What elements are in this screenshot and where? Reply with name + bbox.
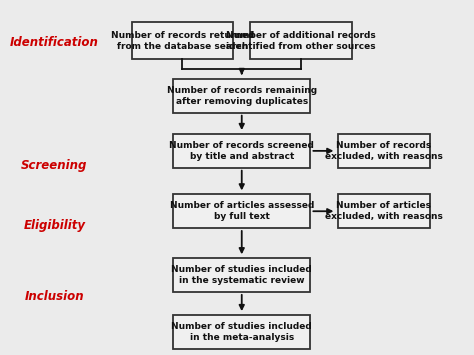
FancyBboxPatch shape <box>173 79 310 113</box>
FancyBboxPatch shape <box>337 134 430 168</box>
Text: Number of articles assessed
by full text: Number of articles assessed by full text <box>170 201 314 222</box>
Text: Number of studies included
in the systematic review: Number of studies included in the system… <box>172 265 312 285</box>
Text: Number of records returned
from the database search: Number of records returned from the data… <box>111 31 254 51</box>
Text: Screening: Screening <box>21 159 88 171</box>
Text: Eligibility: Eligibility <box>24 219 85 232</box>
FancyBboxPatch shape <box>173 258 310 292</box>
Text: Number of studies included
in the meta-analysis: Number of studies included in the meta-a… <box>172 322 312 342</box>
FancyBboxPatch shape <box>250 22 352 59</box>
Text: Identification: Identification <box>10 36 99 49</box>
Text: Number of records screened
by title and abstract: Number of records screened by title and … <box>169 141 314 161</box>
FancyBboxPatch shape <box>132 22 233 59</box>
Text: Number of records
excluded, with reasons: Number of records excluded, with reasons <box>325 141 443 161</box>
FancyBboxPatch shape <box>337 194 430 228</box>
FancyBboxPatch shape <box>173 134 310 168</box>
Text: Inclusion: Inclusion <box>25 290 84 303</box>
FancyBboxPatch shape <box>173 194 310 228</box>
Text: Number of articles
excluded, with reasons: Number of articles excluded, with reason… <box>325 201 443 222</box>
Text: Number of records remaining
after removing duplicates: Number of records remaining after removi… <box>167 86 317 106</box>
Text: Number of additional records
identified from other sources: Number of additional records identified … <box>226 31 376 51</box>
FancyBboxPatch shape <box>173 315 310 349</box>
